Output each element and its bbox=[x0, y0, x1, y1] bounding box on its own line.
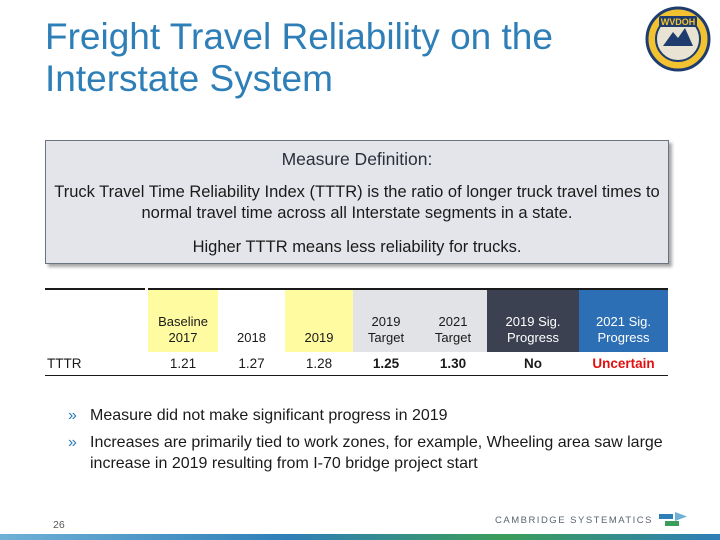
header-2019-target: 2019 Target bbox=[353, 288, 419, 352]
value-2021-target: 1.30 bbox=[419, 352, 487, 376]
bullet-list: » Measure did not make significant progr… bbox=[68, 405, 668, 480]
logo-text: WVDOH bbox=[661, 17, 696, 27]
header-2021-sig-progress: 2021 Sig. Progress bbox=[579, 288, 668, 352]
brand-text: CAMBRIDGE SYSTEMATICS bbox=[495, 514, 654, 526]
bullet-text: Increases are primarily tied to work zon… bbox=[90, 434, 663, 472]
footer-bar bbox=[0, 534, 720, 540]
definition-note: Higher TTTR means less reliability for t… bbox=[192, 238, 522, 256]
header-2021-target: 2021 Target bbox=[419, 288, 487, 352]
value-2021-sig-progress: Uncertain bbox=[579, 352, 668, 376]
definition-body: Truck Travel Time Reliability Index (TTT… bbox=[54, 183, 660, 222]
slide-title: Freight Travel Reliability on the Inters… bbox=[45, 16, 553, 99]
value-2019: 1.28 bbox=[285, 352, 353, 376]
definition-box: Measure Definition: Truck Travel Time Re… bbox=[45, 140, 669, 264]
value-baseline-2017: 1.21 bbox=[148, 352, 218, 376]
value-2019-sig-progress: No bbox=[487, 352, 579, 376]
header-2019: 2019 bbox=[285, 288, 353, 352]
value-2019-target: 1.25 bbox=[353, 352, 419, 376]
definition-heading: Measure Definition: bbox=[281, 149, 433, 169]
header-2018: 2018 bbox=[218, 288, 285, 352]
wvdoh-logo: WVDOH bbox=[645, 6, 711, 72]
header-2019-sig-progress: 2019 Sig. Progress bbox=[487, 288, 579, 352]
row-label-tttr: TTTR bbox=[45, 352, 148, 376]
brand-mark-icon bbox=[659, 512, 688, 526]
bullet-marker: » bbox=[68, 434, 77, 451]
value-2018: 1.27 bbox=[218, 352, 285, 376]
bullet-item: » Measure did not make significant progr… bbox=[68, 405, 668, 426]
page-number: 26 bbox=[53, 519, 65, 531]
cambridge-systematics-logo: CAMBRIDGE SYSTEMATICS bbox=[495, 510, 689, 530]
header-baseline-2017: Baseline 2017 bbox=[148, 288, 218, 352]
table-divider bbox=[45, 288, 145, 290]
bullet-item: » Increases are primarily tied to work z… bbox=[68, 432, 668, 474]
bullet-text: Measure did not make significant progres… bbox=[90, 407, 448, 424]
bullet-marker: » bbox=[68, 407, 77, 424]
